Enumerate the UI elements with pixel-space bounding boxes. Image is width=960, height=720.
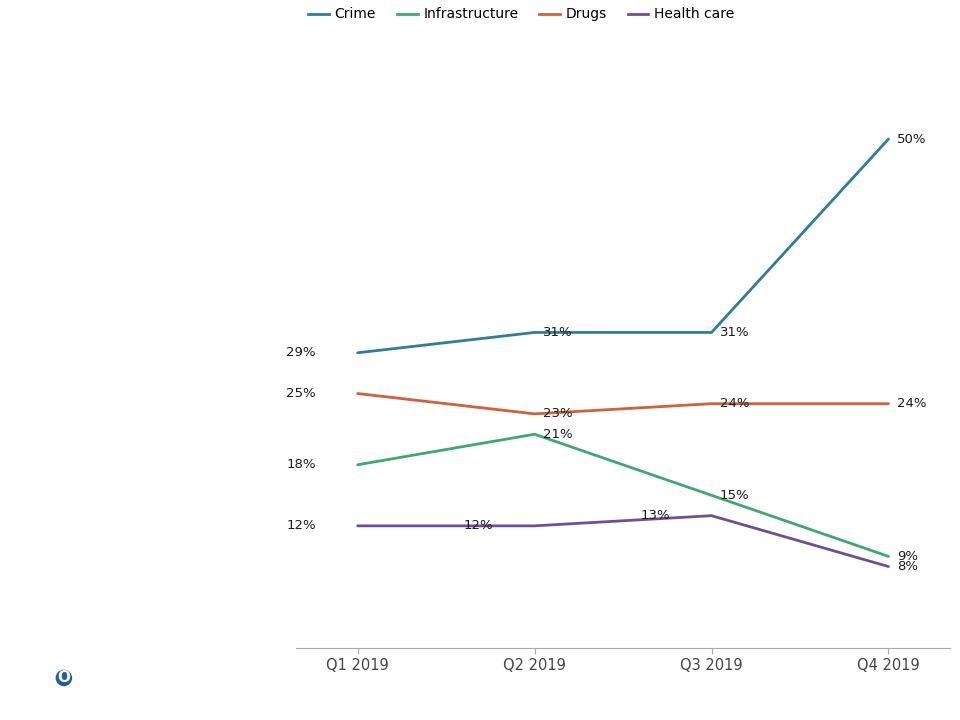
Text: 12%: 12% (286, 519, 316, 532)
Text: 12%: 12% (464, 519, 492, 532)
Text: 24%: 24% (897, 397, 926, 410)
Text: 50%: 50% (897, 132, 926, 145)
Text: 23%: 23% (543, 408, 572, 420)
Text: TRACKING,  2019: TRACKING, 2019 (27, 184, 200, 202)
Text: 21%: 21% (543, 428, 572, 441)
Text: 18%: 18% (286, 458, 316, 472)
Text: ISSUES AGENDA: ISSUES AGENDA (27, 76, 265, 102)
Text: 15%: 15% (720, 489, 750, 502)
Text: Q1. “I would like you to tell me
what you consider to be the most
important issu: Q1. “I would like you to tell me what yo… (27, 274, 221, 370)
Text: 24%: 24% (720, 397, 750, 410)
Text: O: O (58, 670, 70, 685)
Text: WINNIPEG: WINNIPEG (27, 25, 179, 51)
Text: 31%: 31% (543, 326, 572, 339)
Text: RESEARCH INC.: RESEARCH INC. (119, 670, 255, 685)
Text: 25%: 25% (286, 387, 316, 400)
Legend: Crime, Infrastructure, Drugs, Health care: Crime, Infrastructure, Drugs, Health car… (302, 2, 740, 27)
Text: 31%: 31% (720, 326, 750, 339)
Text: 13%: 13% (640, 509, 670, 522)
Text: Base: All respondents: Base: All respondents (27, 551, 148, 561)
Text: *Multiple mentions accepted; totals
will exceed 100%: *Multiple mentions accepted; totals will… (27, 576, 226, 600)
Text: BE: BE (83, 670, 105, 685)
Text: 8%: 8% (897, 560, 918, 573)
Text: PR: PR (27, 670, 50, 685)
Text: 9%: 9% (897, 550, 918, 563)
Text: 29%: 29% (286, 346, 316, 359)
